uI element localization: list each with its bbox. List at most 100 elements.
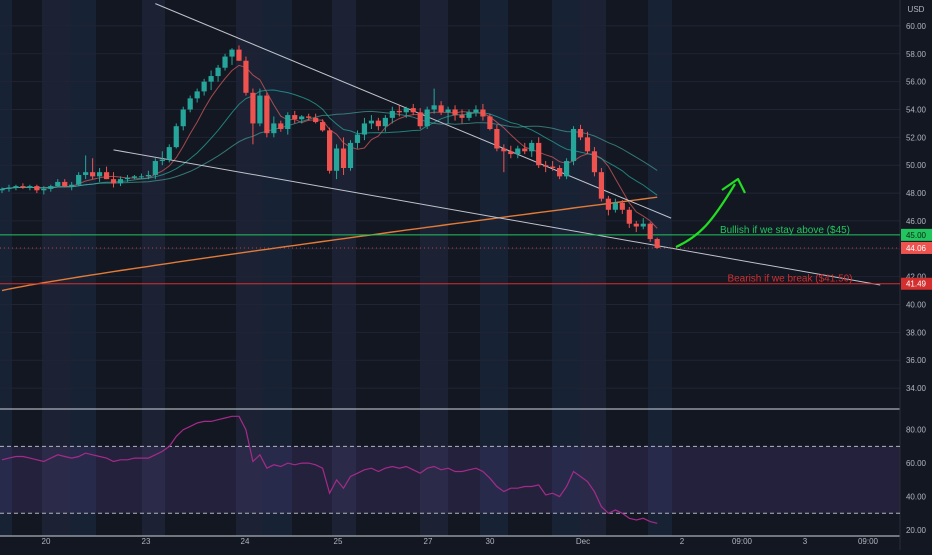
candle-body[interactable] xyxy=(333,148,340,171)
candle-body[interactable] xyxy=(313,117,319,123)
rsi-line[interactable] xyxy=(1,415,658,524)
candle-body[interactable] xyxy=(382,117,388,127)
candle-body[interactable] xyxy=(452,109,458,116)
candle-body[interactable] xyxy=(389,110,395,118)
candle-body[interactable] xyxy=(229,49,235,57)
candle-body[interactable] xyxy=(550,166,556,168)
candle-body[interactable] xyxy=(6,187,12,189)
candle-body[interactable] xyxy=(138,176,144,178)
candle-body[interactable] xyxy=(243,60,249,93)
candle-body[interactable] xyxy=(34,186,40,191)
candle-body[interactable] xyxy=(431,105,437,110)
candle-body[interactable] xyxy=(152,161,158,175)
candle-body[interactable] xyxy=(487,116,493,129)
candle-body[interactable] xyxy=(236,49,242,61)
candle-body[interactable] xyxy=(278,123,284,129)
candle-body[interactable] xyxy=(264,95,270,134)
candle-body[interactable] xyxy=(271,123,277,134)
candle-body[interactable] xyxy=(508,151,514,155)
candle-body[interactable] xyxy=(215,67,221,77)
candle-body[interactable] xyxy=(27,186,33,188)
candle-body[interactable] xyxy=(103,172,110,180)
price-axis-panel[interactable] xyxy=(901,0,932,550)
candle-body[interactable] xyxy=(403,108,409,113)
candle-body[interactable] xyxy=(131,176,138,178)
candle-body[interactable] xyxy=(494,129,500,149)
candle-body[interactable] xyxy=(306,116,312,118)
candle-body[interactable] xyxy=(396,110,402,113)
candle-body[interactable] xyxy=(591,151,598,173)
candle-body[interactable] xyxy=(375,120,381,127)
candle-body[interactable] xyxy=(361,123,368,135)
candle-body[interactable] xyxy=(480,109,486,117)
candle-body[interactable] xyxy=(187,98,193,110)
candle-body[interactable] xyxy=(250,92,256,124)
candle-body[interactable] xyxy=(536,142,542,166)
candle-body[interactable] xyxy=(55,181,61,187)
candle-body[interactable] xyxy=(522,148,528,152)
candle-body[interactable] xyxy=(180,109,186,127)
candle-body[interactable] xyxy=(473,109,479,113)
candle-body[interactable] xyxy=(257,95,263,124)
candle-body[interactable] xyxy=(62,181,68,187)
candle-body[interactable] xyxy=(76,174,82,185)
candle-body[interactable] xyxy=(69,184,75,187)
candle-body[interactable] xyxy=(633,223,639,227)
candle-body[interactable] xyxy=(557,168,563,177)
candle-body[interactable] xyxy=(83,172,89,175)
candle-body[interactable] xyxy=(466,112,472,118)
candle-body[interactable] xyxy=(320,122,326,131)
candle-body[interactable] xyxy=(584,137,591,152)
candle-body[interactable] xyxy=(605,198,611,210)
candle-body[interactable] xyxy=(515,148,521,155)
candle-body[interactable] xyxy=(368,120,375,124)
candle-body[interactable] xyxy=(612,202,618,210)
candle-body[interactable] xyxy=(626,209,632,224)
candle-body[interactable] xyxy=(501,148,507,152)
candle-body[interactable] xyxy=(222,56,228,68)
candle-body[interactable] xyxy=(529,142,535,152)
candle-body[interactable] xyxy=(48,186,54,189)
candle-body[interactable] xyxy=(424,109,430,127)
channel-lower-trendline[interactable] xyxy=(113,149,881,286)
candle-body[interactable] xyxy=(340,148,347,169)
candle-body[interactable] xyxy=(445,109,451,113)
candle-body[interactable] xyxy=(459,115,465,118)
candle-body[interactable] xyxy=(173,126,179,148)
candle-body[interactable] xyxy=(201,81,207,92)
candle-body[interactable] xyxy=(0,188,5,191)
candle-body[interactable] xyxy=(598,172,605,199)
candle-body[interactable] xyxy=(326,130,333,171)
candle-body[interactable] xyxy=(438,105,444,113)
candle-body[interactable] xyxy=(640,223,646,227)
candle-body[interactable] xyxy=(577,129,584,138)
candle-body[interactable] xyxy=(417,112,423,127)
candle-body[interactable] xyxy=(166,147,172,160)
candle-body[interactable] xyxy=(354,134,361,143)
candle-body[interactable] xyxy=(410,108,416,113)
candle-body[interactable] xyxy=(145,174,151,177)
candle-body[interactable] xyxy=(41,188,47,191)
candle-body[interactable] xyxy=(208,76,214,82)
candle-body[interactable] xyxy=(117,179,124,184)
candle-body[interactable] xyxy=(619,202,625,210)
candle-body[interactable] xyxy=(347,142,354,168)
candle-body[interactable] xyxy=(299,116,305,120)
candle-body[interactable] xyxy=(110,179,117,184)
candle-body[interactable] xyxy=(563,161,570,177)
candle-body[interactable] xyxy=(543,165,549,167)
candle-body[interactable] xyxy=(647,223,653,240)
candle-body[interactable] xyxy=(124,177,131,180)
candle-body[interactable] xyxy=(90,172,96,177)
candle-body[interactable] xyxy=(20,186,26,188)
candle-body[interactable] xyxy=(13,186,19,188)
candle-body[interactable] xyxy=(96,172,103,177)
candle-body[interactable] xyxy=(570,129,577,162)
candle-body[interactable] xyxy=(654,239,660,248)
candle-body[interactable] xyxy=(292,115,298,120)
candle-body[interactable] xyxy=(285,115,291,129)
candle-body[interactable] xyxy=(159,159,165,162)
candle-body[interactable] xyxy=(194,91,200,99)
